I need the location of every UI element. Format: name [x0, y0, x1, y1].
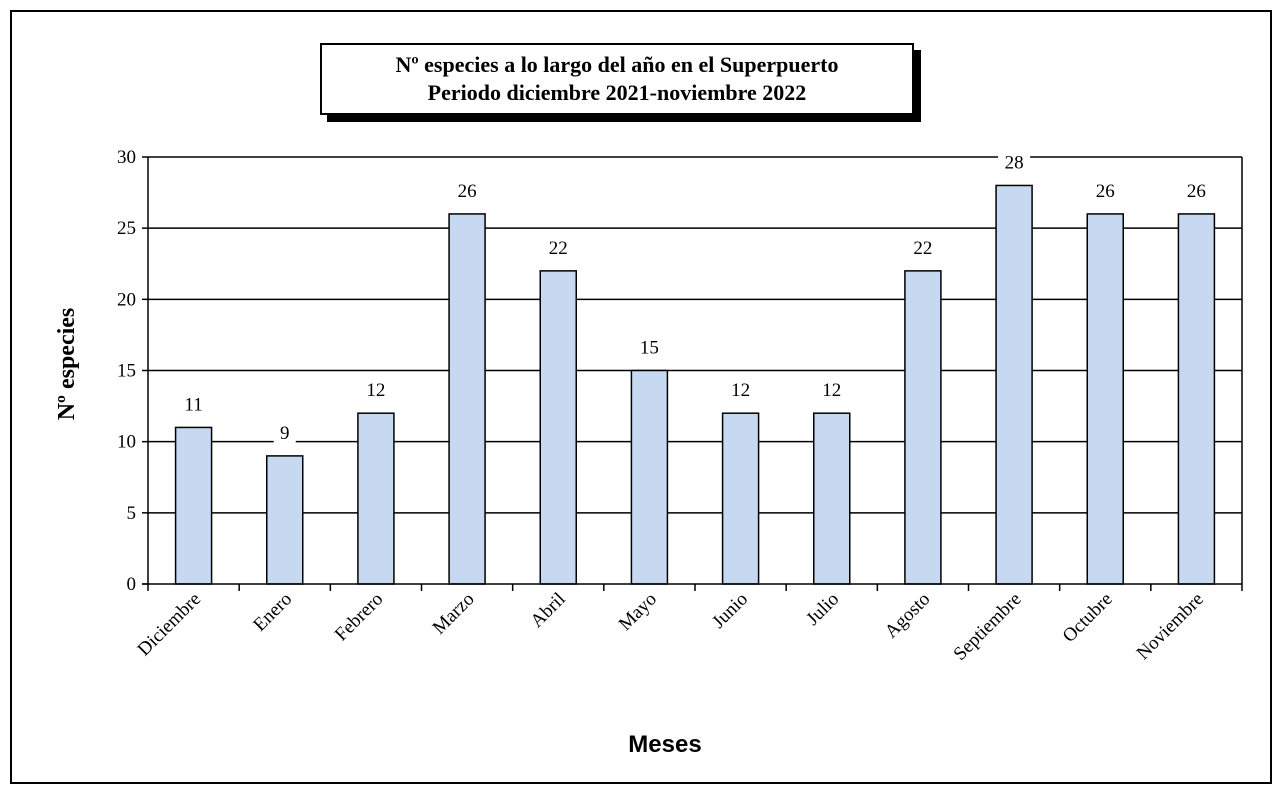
data-label-bg [633, 334, 666, 359]
data-label-bg [1089, 177, 1122, 202]
data-label: 11 [184, 394, 202, 415]
bar-octubre [1086, 213, 1124, 585]
data-label-bg [906, 234, 939, 259]
x-tick-label-noviembre: Noviembre [1133, 589, 1208, 664]
y-tick-label: 30 [117, 147, 136, 168]
x-tick-label-agosto: Agosto [881, 589, 935, 643]
bars [174, 184, 1216, 585]
y-axis-label: Nº especies [54, 308, 80, 421]
x-tick-label-abril: Abril [527, 589, 570, 632]
data-label-bg [724, 377, 757, 402]
bar-enero [266, 455, 304, 585]
chart-title: Nº especies a lo largo del año en el Sup… [320, 43, 914, 115]
data-label: 26 [1096, 181, 1115, 202]
x-tick-label-octubre: Octubre [1059, 589, 1117, 647]
y-tick-label: 25 [117, 218, 136, 239]
bar-julio [813, 412, 851, 585]
data-label: 22 [913, 238, 932, 259]
data-label: 28 [1005, 152, 1024, 173]
y-tick-label: 0 [127, 574, 137, 595]
data-label: 12 [731, 380, 750, 401]
data-label-bg [177, 391, 210, 416]
data-label: 12 [822, 380, 841, 401]
bar-agosto [904, 270, 942, 585]
data-label-bg [451, 177, 484, 202]
data-label-bg [542, 234, 575, 259]
x-axis-label: Meses [628, 731, 701, 758]
x-tick-label-septiembre: Septiembre [950, 589, 1026, 665]
bar-abril [539, 270, 577, 585]
data-labels: 11 9 12 26 22 15 12 12 22 28 26 26 [177, 149, 1213, 444]
x-tick-label-mayo: Mayo [615, 589, 661, 635]
data-label: 12 [366, 380, 385, 401]
gridlines [148, 156, 1242, 514]
bar-febrero [357, 412, 395, 585]
data-label-bg [998, 149, 1031, 174]
bar-diciembre [174, 426, 213, 585]
x-tick-label-junio: Junio [708, 589, 752, 633]
data-label: 22 [549, 238, 568, 259]
y-tick-label: 15 [117, 361, 136, 382]
chart-title-line-2: Periodo diciembre 2021-noviembre 2022 [427, 80, 807, 105]
bar-noviembre [1177, 213, 1216, 585]
x-tick-label-marzo: Marzo [429, 589, 479, 639]
chart-title-line-1: Nº especies a lo largo del año en el Sup… [395, 52, 839, 77]
y-tick-label: 10 [117, 432, 136, 453]
x-tick-label-febrero: Febrero [331, 589, 388, 646]
bar-septiembre [995, 184, 1033, 585]
x-tick-label-julio: Julio [802, 589, 843, 630]
bar-mayo [630, 369, 669, 585]
data-label: 9 [280, 423, 290, 444]
x-tick-label-diciembre: Diciembre [134, 589, 206, 661]
data-label: 26 [1187, 181, 1206, 202]
data-label-bg [1180, 177, 1213, 202]
data-label-bg [273, 419, 296, 444]
bar-marzo [448, 213, 486, 585]
bar-junio [721, 412, 760, 585]
axes [142, 156, 1243, 591]
y-tick-label: 20 [117, 289, 136, 310]
y-tick-labels: 0 5 10 15 20 25 30 [117, 147, 136, 595]
data-label: 26 [458, 181, 477, 202]
data-label-bg [815, 377, 848, 402]
data-label: 15 [640, 338, 659, 359]
x-tick-labels: Diciembre Enero Febrero Marzo Abril Mayo Junio… [134, 589, 1208, 665]
data-label-bg [359, 377, 392, 402]
x-tick-label-enero: Enero [249, 589, 296, 636]
y-tick-label: 5 [127, 503, 137, 524]
